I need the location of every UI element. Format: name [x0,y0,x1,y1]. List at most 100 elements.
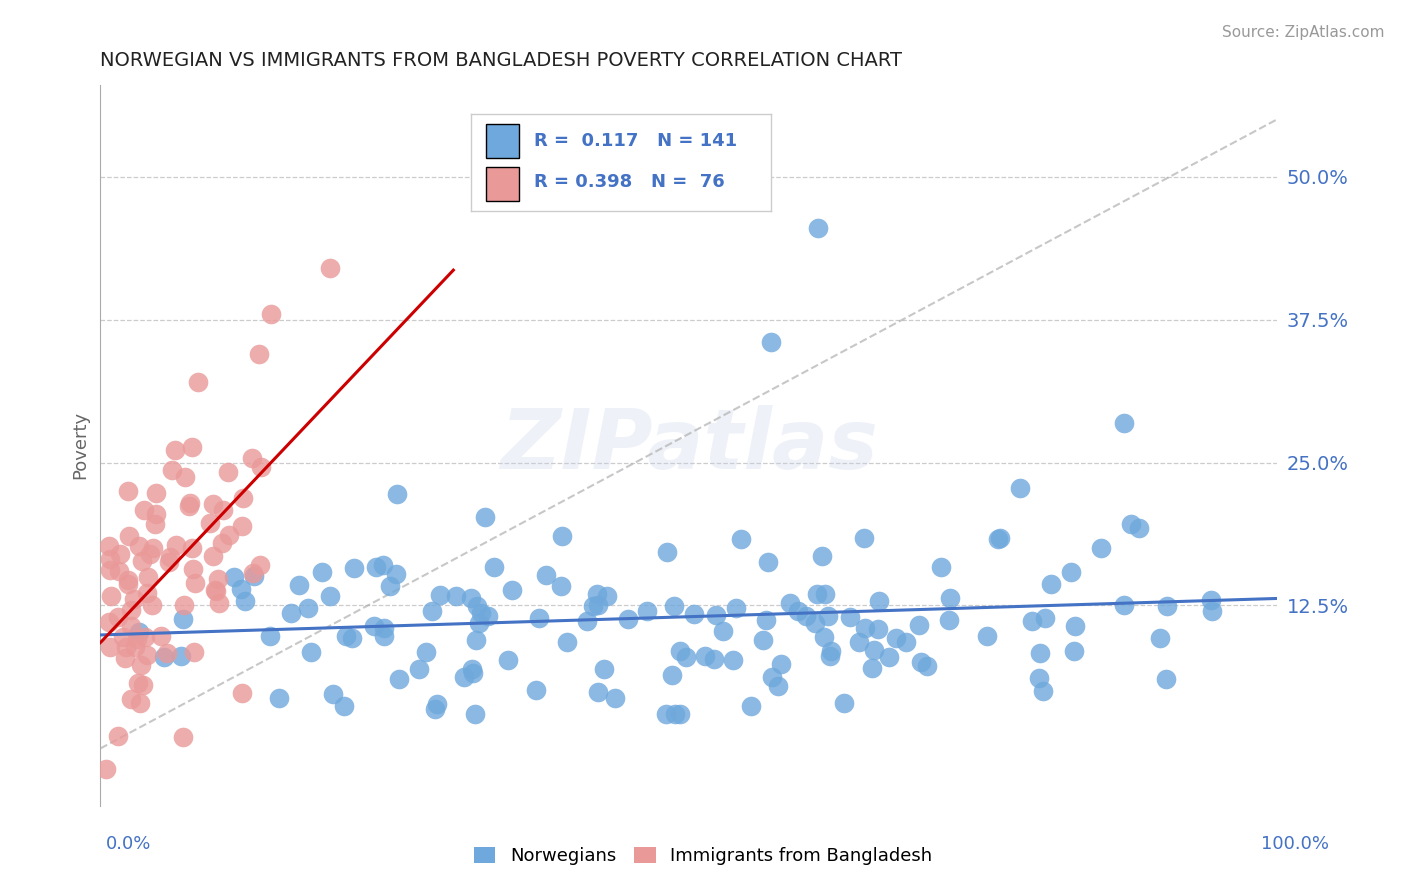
Point [322,687,344,701]
Point [704,607,727,622]
Point [524,683,547,698]
Point [939,591,962,606]
Point [1033,610,1056,624]
Point [319,261,342,276]
Point [586,599,609,613]
Point [1063,644,1085,658]
Point [461,666,484,681]
Point [107,564,129,578]
Point [136,570,159,584]
Point [117,484,139,499]
Point [779,597,801,611]
Point [460,591,482,605]
Point [794,608,817,623]
Point [1119,517,1142,532]
Point [208,596,231,610]
Point [207,572,229,586]
Point [240,451,263,466]
Text: ZIPatlas: ZIPatlas [499,405,877,486]
Point [156,646,179,660]
Point [180,541,202,556]
Point [461,662,484,676]
Point [683,607,706,622]
Point [929,559,952,574]
Point [465,599,488,613]
Point [163,443,186,458]
Point [988,531,1011,545]
Point [752,633,775,648]
Point [786,604,808,618]
Point [111,630,134,644]
Point [120,619,142,633]
Point [127,632,149,646]
Point [586,685,609,699]
Point [1028,671,1050,685]
Point [1029,646,1052,660]
Point [1128,521,1150,535]
Point [343,561,366,575]
Point [482,560,505,574]
Point [159,549,181,564]
Y-axis label: Poverty: Poverty [72,411,89,479]
Point [124,640,146,654]
Point [730,533,752,547]
Point [550,579,572,593]
Point [153,650,176,665]
Point [363,618,385,632]
Point [453,670,475,684]
Point [388,673,411,687]
Point [464,707,486,722]
Point [408,662,430,676]
Point [96,762,118,776]
Point [333,699,356,714]
Text: 100.0%: 100.0% [1261,835,1329,853]
Point [1060,565,1083,579]
Point [877,650,900,665]
Point [97,539,120,553]
Point [429,588,451,602]
Point [128,624,150,639]
Point [1090,541,1112,555]
Point [711,624,734,639]
Point [853,621,876,635]
Point [335,629,357,643]
Point [444,589,467,603]
Point [373,621,395,635]
Point [860,661,883,675]
Point [657,544,679,558]
Point [134,630,156,644]
Point [636,604,658,618]
Point [184,576,207,591]
Point [120,692,142,706]
Point [910,655,932,669]
Point [115,640,138,655]
Point [703,652,725,666]
Point [288,578,311,592]
Point [141,599,163,613]
Point [205,584,228,599]
Point [385,567,408,582]
Point [198,516,221,530]
Point [756,554,779,568]
Point [128,696,150,710]
Point [114,651,136,665]
Point [582,599,605,614]
Point [1032,684,1054,698]
Point [249,558,271,573]
Point [100,589,122,603]
Point [596,590,619,604]
Point [132,678,155,692]
Point [242,566,264,581]
Point [131,658,153,673]
Point [853,531,876,545]
Point [725,601,748,615]
Point [177,499,200,513]
Point [477,608,499,623]
Point [662,599,685,614]
Point [135,586,157,600]
Point [212,502,235,516]
Point [128,539,150,553]
Point [1149,631,1171,645]
Point [534,567,557,582]
Point [838,610,860,624]
